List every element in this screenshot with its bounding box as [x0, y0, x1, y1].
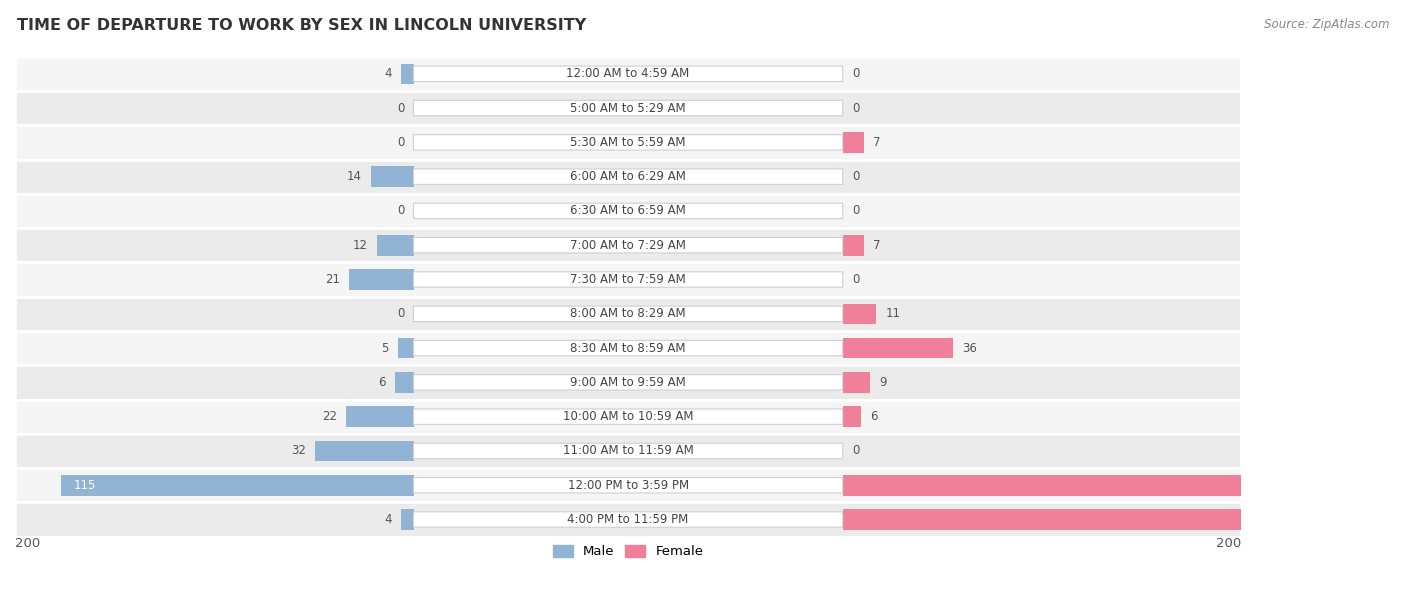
Text: 10:00 AM to 10:59 AM: 10:00 AM to 10:59 AM [562, 410, 693, 423]
Text: 189: 189 [1388, 479, 1406, 491]
Text: 14: 14 [346, 170, 361, 183]
FancyBboxPatch shape [413, 409, 842, 424]
Bar [15, 434, 1241, 468]
Text: 0: 0 [396, 136, 405, 149]
FancyBboxPatch shape [413, 512, 842, 527]
Text: 7: 7 [873, 239, 880, 252]
Bar [15, 159, 1241, 194]
Bar [15, 262, 1241, 297]
Text: 36: 36 [962, 342, 977, 355]
Text: 9:00 AM to 9:59 AM: 9:00 AM to 9:59 AM [571, 376, 686, 389]
Text: 11:00 AM to 11:59 AM: 11:00 AM to 11:59 AM [562, 444, 693, 458]
Bar [349, 269, 413, 290]
Text: 177: 177 [1351, 513, 1374, 526]
Bar [842, 132, 865, 153]
Bar [842, 338, 953, 358]
Text: 0: 0 [852, 273, 859, 286]
Text: 8:00 AM to 8:29 AM: 8:00 AM to 8:29 AM [571, 307, 686, 320]
Text: 0: 0 [852, 205, 859, 217]
Bar [842, 406, 860, 427]
Bar [15, 399, 1241, 434]
Bar [60, 475, 413, 496]
Text: 5: 5 [381, 342, 389, 355]
Text: 200: 200 [1216, 537, 1241, 550]
Bar [15, 228, 1241, 262]
Text: 4: 4 [385, 67, 392, 80]
FancyBboxPatch shape [413, 237, 842, 253]
Bar [842, 235, 865, 255]
Text: 11: 11 [886, 307, 901, 320]
Text: 7:30 AM to 7:59 AM: 7:30 AM to 7:59 AM [571, 273, 686, 286]
Bar [398, 338, 413, 358]
Bar [842, 475, 1406, 496]
FancyBboxPatch shape [413, 478, 842, 493]
Text: 0: 0 [852, 170, 859, 183]
Text: 12:00 AM to 4:59 AM: 12:00 AM to 4:59 AM [567, 67, 690, 80]
FancyBboxPatch shape [413, 340, 842, 356]
Bar [842, 372, 870, 393]
Bar [842, 303, 876, 324]
Bar [395, 372, 413, 393]
Text: 12: 12 [353, 239, 367, 252]
FancyBboxPatch shape [413, 101, 842, 116]
Bar [15, 91, 1241, 125]
FancyBboxPatch shape [413, 306, 842, 321]
Text: 0: 0 [396, 205, 405, 217]
Bar [15, 57, 1241, 91]
Text: 6:30 AM to 6:59 AM: 6:30 AM to 6:59 AM [571, 205, 686, 217]
Text: 22: 22 [322, 410, 337, 423]
Text: 0: 0 [852, 67, 859, 80]
Text: 0: 0 [852, 102, 859, 115]
Text: 21: 21 [325, 273, 340, 286]
Text: 32: 32 [291, 444, 307, 458]
Text: 6: 6 [870, 410, 877, 423]
FancyBboxPatch shape [413, 375, 842, 390]
FancyBboxPatch shape [413, 169, 842, 184]
Text: 115: 115 [73, 479, 96, 491]
Text: 5:30 AM to 5:59 AM: 5:30 AM to 5:59 AM [571, 136, 686, 149]
FancyBboxPatch shape [413, 272, 842, 287]
Text: 12:00 PM to 3:59 PM: 12:00 PM to 3:59 PM [568, 479, 689, 491]
Bar [401, 64, 413, 84]
Text: 6: 6 [378, 376, 385, 389]
Text: Source: ZipAtlas.com: Source: ZipAtlas.com [1264, 18, 1389, 31]
Bar [15, 125, 1241, 159]
Bar [346, 406, 413, 427]
Text: 0: 0 [396, 102, 405, 115]
Text: 7: 7 [873, 136, 880, 149]
FancyBboxPatch shape [413, 66, 842, 82]
Bar [15, 297, 1241, 331]
Text: 200: 200 [15, 537, 41, 550]
Text: 5:00 AM to 5:29 AM: 5:00 AM to 5:29 AM [571, 102, 686, 115]
Text: 0: 0 [852, 444, 859, 458]
Bar [401, 509, 413, 530]
Text: 4: 4 [385, 513, 392, 526]
Bar [15, 331, 1241, 365]
Text: 0: 0 [396, 307, 405, 320]
Bar [15, 194, 1241, 228]
Text: TIME OF DEPARTURE TO WORK BY SEX IN LINCOLN UNIVERSITY: TIME OF DEPARTURE TO WORK BY SEX IN LINC… [17, 18, 586, 33]
Text: 8:30 AM to 8:59 AM: 8:30 AM to 8:59 AM [571, 342, 686, 355]
Bar [371, 167, 413, 187]
Bar [15, 502, 1241, 537]
Bar [15, 468, 1241, 502]
Text: 4:00 PM to 11:59 PM: 4:00 PM to 11:59 PM [568, 513, 689, 526]
Text: 7:00 AM to 7:29 AM: 7:00 AM to 7:29 AM [571, 239, 686, 252]
FancyBboxPatch shape [413, 443, 842, 459]
Bar [842, 509, 1385, 530]
Bar [315, 441, 413, 461]
Text: 6:00 AM to 6:29 AM: 6:00 AM to 6:29 AM [571, 170, 686, 183]
FancyBboxPatch shape [413, 203, 842, 218]
Text: 9: 9 [879, 376, 887, 389]
Legend: Male, Female: Male, Female [547, 540, 709, 563]
Bar [15, 365, 1241, 399]
Bar [377, 235, 413, 255]
FancyBboxPatch shape [413, 134, 842, 150]
